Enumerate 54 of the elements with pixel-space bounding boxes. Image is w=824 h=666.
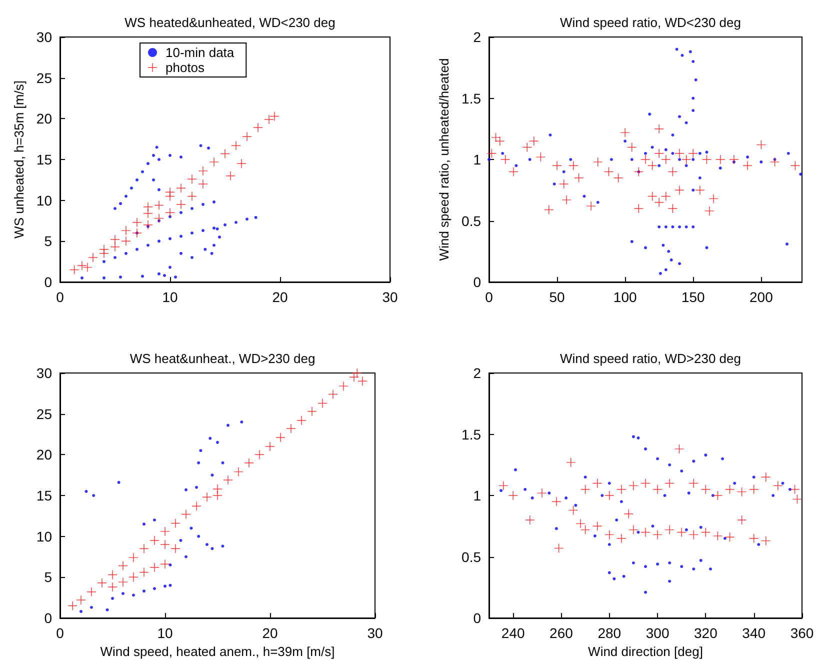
x-tick-label: 240	[501, 625, 525, 641]
y-tick-label: 1	[473, 488, 482, 504]
y-tick-label: 5	[44, 233, 52, 250]
y-tick-label: 30	[36, 29, 52, 45]
x-axis-title: Wind speed, heated anem., h=39m [m/s]	[100, 644, 335, 659]
y-tick-label: 0	[44, 274, 52, 290]
y-axis-title: WS unheated, h=35m [m/s]	[12, 80, 27, 238]
x-tick-label: 10	[157, 625, 173, 641]
x-tick-label: 360	[790, 625, 814, 641]
x-tick-label: 0	[56, 625, 64, 641]
y-tick-label: 25	[36, 70, 52, 86]
y-tick-label: 20	[36, 110, 52, 127]
y-tick-label: 0	[473, 610, 482, 626]
x-tick-label: 260	[550, 625, 574, 641]
y-tick-label: 15	[36, 152, 52, 168]
y-tick-label: 5	[44, 569, 52, 586]
x-tick-label: 50	[549, 289, 566, 305]
y-tick-label: 2	[473, 365, 482, 381]
legend-label: photos	[166, 60, 206, 75]
y-tick-label: 0.5	[462, 212, 482, 229]
y-tick-label: 10	[36, 192, 52, 208]
x-tick-label: 20	[262, 625, 278, 641]
y-tick-label: 20	[36, 446, 52, 463]
y-tick-label: 1.5	[462, 426, 482, 442]
y-tick-label: 1.5	[462, 90, 482, 106]
x-tick-label: 150	[681, 289, 706, 305]
y-tick-label: 2	[473, 29, 482, 45]
y-tick-label: 0	[44, 610, 52, 626]
x-tick-label: 280	[598, 625, 622, 641]
y-tick-label: 10	[36, 528, 52, 544]
x-tick-label: 0	[56, 289, 64, 305]
x-tick-label: 10	[162, 289, 178, 305]
chart-title: WS heated&unheated, WD<230 deg	[124, 15, 336, 30]
x-tick-label: 320	[694, 625, 718, 641]
x-tick-label: 30	[367, 625, 383, 641]
x-tick-label: 100	[613, 289, 637, 305]
legend-label: 10-min data	[166, 45, 235, 60]
x-tick-label: 20	[272, 289, 288, 305]
y-axis-title: Wind speed ratio, unheated/heated	[436, 58, 452, 261]
y-tick-label: 0	[473, 274, 482, 290]
y-tick-label: 1	[473, 152, 482, 168]
chart-title: Wind speed ratio, WD<230 deg	[560, 15, 742, 30]
x-tick-label: 200	[749, 289, 774, 305]
chart-title: WS heat&unheat., WD>230 deg	[130, 351, 316, 366]
y-tick-label: 25	[36, 406, 52, 422]
x-axis-title: Wind direction [deg]	[588, 644, 703, 659]
y-tick-label: 30	[36, 365, 52, 381]
x-tick-label: 300	[646, 625, 670, 641]
x-tick-label: 340	[742, 625, 766, 641]
x-tick-label: 30	[382, 289, 398, 305]
x-tick-label: 0	[485, 289, 494, 305]
y-tick-label: 15	[36, 488, 52, 504]
y-tick-label: 0.5	[462, 548, 482, 565]
chart-title: Wind speed ratio, WD>230 deg	[560, 351, 742, 366]
